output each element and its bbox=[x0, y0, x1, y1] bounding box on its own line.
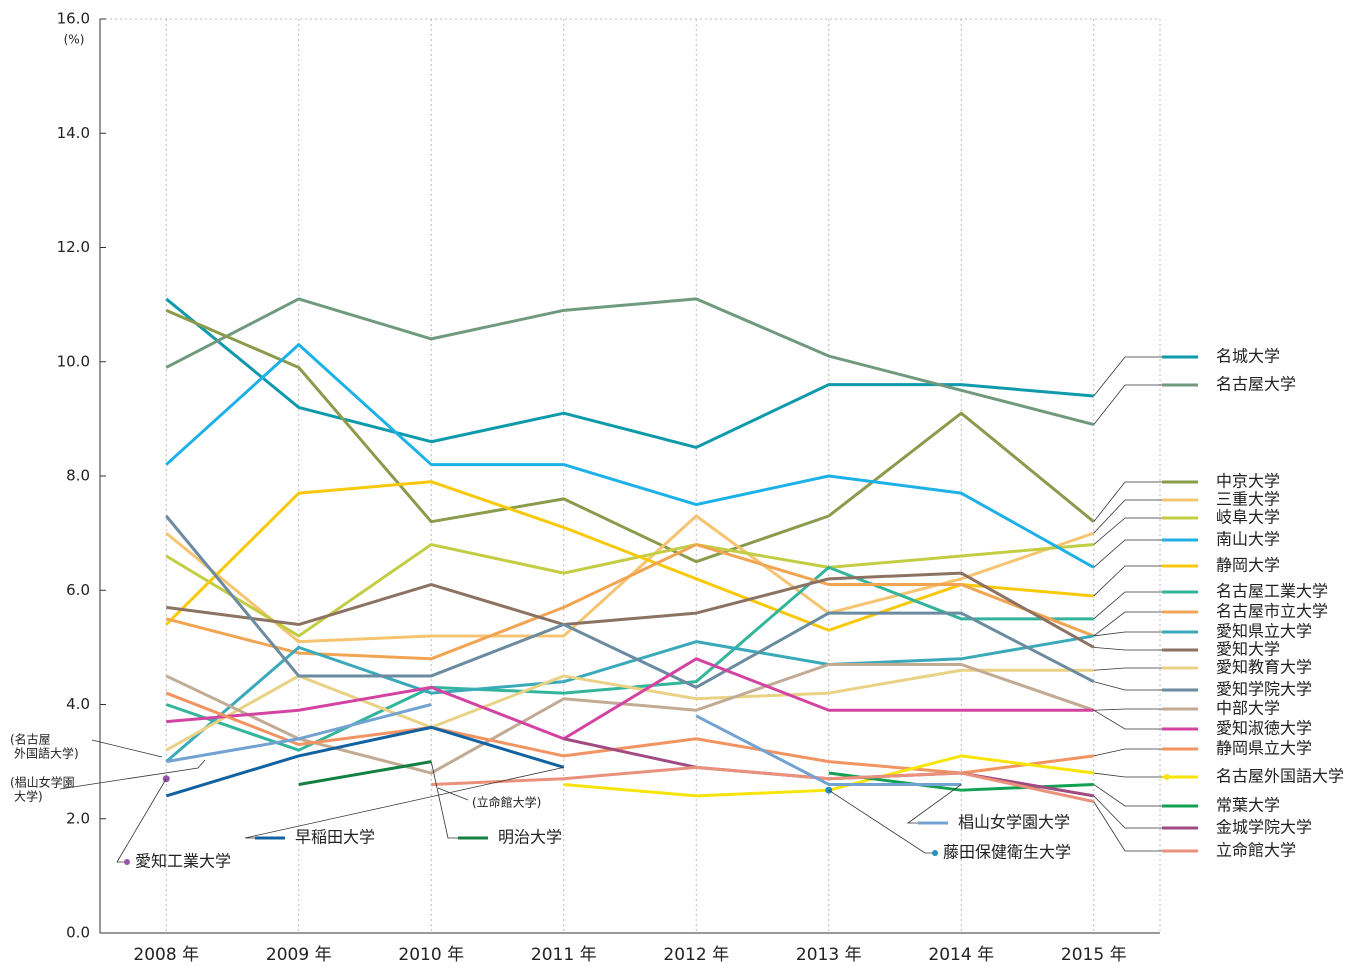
annotation: (名古屋 bbox=[10, 732, 51, 747]
y-tick-label: 2.0 bbox=[66, 809, 90, 827]
x-tick-label: 2015 年 bbox=[1061, 945, 1127, 965]
leader-line bbox=[1093, 784, 1162, 807]
legend-label: 愛知工業大学 bbox=[135, 852, 231, 871]
x-tick-label: 2009 年 bbox=[266, 945, 332, 965]
leader-line bbox=[244, 766, 564, 839]
leader-line bbox=[1093, 356, 1162, 397]
legend-label: 愛知学院大学 bbox=[1216, 680, 1312, 699]
leader-line bbox=[828, 789, 935, 854]
y-tick-label: 14.0 bbox=[57, 124, 90, 142]
leader-line bbox=[1093, 481, 1162, 522]
leader-line bbox=[116, 778, 167, 863]
legend-label: 中部大学 bbox=[1216, 699, 1280, 718]
leader-line bbox=[1093, 517, 1162, 545]
leader-line bbox=[1093, 708, 1162, 711]
series-line bbox=[165, 725, 565, 798]
series-line bbox=[431, 765, 1095, 804]
x-tick-label: 2013 年 bbox=[796, 945, 862, 965]
series-line bbox=[165, 663, 1095, 775]
legend-label: 名古屋工業大学 bbox=[1216, 582, 1328, 601]
legend-label: 名城大学 bbox=[1216, 347, 1280, 366]
leader-line bbox=[59, 759, 206, 790]
leader-line bbox=[1093, 795, 1162, 829]
y-tick-label: 0.0 bbox=[66, 924, 90, 942]
series-line bbox=[298, 760, 432, 786]
legend-label: 南山大学 bbox=[1216, 530, 1280, 549]
legend-label: 立命館大学 bbox=[1216, 841, 1296, 860]
leader-line bbox=[1093, 681, 1162, 691]
legend-label: 藤田保健衛生大学 bbox=[943, 843, 1071, 862]
legend-label: 中京大学 bbox=[1216, 472, 1280, 491]
leader-line bbox=[1093, 611, 1162, 637]
leader-line bbox=[1093, 591, 1162, 620]
leader-line bbox=[1093, 499, 1162, 534]
y-tick-label: 6.0 bbox=[66, 581, 90, 599]
legend-label: 早稲田大学 bbox=[295, 828, 375, 847]
y-tick-label: 16.0 bbox=[57, 10, 90, 28]
annotation: (椙山女学園 bbox=[10, 775, 75, 790]
leader-line bbox=[1093, 631, 1162, 637]
x-tick-label: 2010 年 bbox=[398, 945, 464, 965]
leader-line bbox=[1093, 539, 1162, 568]
series-line bbox=[828, 771, 1094, 792]
y-tick-label: 12.0 bbox=[57, 238, 90, 256]
y-tick-label: 8.0 bbox=[66, 467, 90, 485]
series-line bbox=[165, 668, 1094, 752]
series-line bbox=[166, 657, 1094, 741]
leader-line bbox=[1093, 709, 1162, 730]
x-tick-label: 2011 年 bbox=[531, 945, 597, 965]
legend-label: 三重大学 bbox=[1216, 490, 1280, 509]
leader-line bbox=[1093, 772, 1162, 778]
series-line bbox=[166, 571, 1095, 649]
leader-line bbox=[1093, 801, 1162, 852]
leader-line bbox=[1093, 667, 1162, 671]
x-tick-label: 2014 年 bbox=[928, 945, 994, 965]
legend-label: 常葉大学 bbox=[1216, 796, 1280, 815]
series-line bbox=[165, 634, 1095, 763]
series-line bbox=[165, 343, 1095, 569]
series-line bbox=[165, 543, 1094, 638]
leader-line bbox=[91, 739, 163, 758]
leader-line bbox=[430, 761, 458, 839]
leader-line bbox=[906, 784, 962, 824]
legend-label: 岐阜大学 bbox=[1216, 508, 1280, 527]
y-tick-label: 4.0 bbox=[66, 695, 90, 713]
legend-label: 名古屋外国語大学 bbox=[1216, 767, 1344, 786]
series-line bbox=[165, 480, 1094, 632]
series-line bbox=[165, 297, 1095, 427]
series-line bbox=[165, 703, 962, 786]
series-line bbox=[165, 691, 1094, 775]
leader-line bbox=[1093, 748, 1162, 757]
legend-label: 愛知大学 bbox=[1216, 640, 1280, 659]
leader-line bbox=[1093, 565, 1162, 597]
legend-label: 椙山女学園大学 bbox=[958, 813, 1070, 832]
legend-label: 名古屋大学 bbox=[1216, 375, 1296, 394]
legend-label: 愛知教育大学 bbox=[1216, 658, 1312, 677]
legend-label: 金城学院大学 bbox=[1216, 818, 1312, 837]
legend-label: 愛知淑徳大学 bbox=[1216, 719, 1312, 738]
annotation: 外国語大学) bbox=[14, 746, 79, 761]
leader-line bbox=[1093, 646, 1162, 651]
series-line bbox=[165, 515, 1095, 689]
series-line bbox=[165, 308, 1095, 564]
legend-dot bbox=[932, 850, 938, 856]
annotation: 大学) bbox=[14, 789, 43, 804]
legend-label: 名古屋市立大学 bbox=[1216, 602, 1328, 621]
y-unit: (%) bbox=[64, 33, 85, 47]
legend-label: 静岡大学 bbox=[1216, 556, 1280, 575]
leader-line bbox=[1093, 384, 1162, 425]
x-tick-label: 2008 年 bbox=[133, 945, 199, 965]
legend-label: 愛知県立大学 bbox=[1216, 622, 1312, 641]
legend-label: 静岡県立大学 bbox=[1216, 739, 1312, 758]
legend-dot bbox=[124, 859, 130, 865]
legend-label: 明治大学 bbox=[498, 828, 562, 847]
y-tick-label: 10.0 bbox=[57, 352, 90, 370]
leader-line bbox=[437, 787, 469, 801]
annotation: (立命館大学) bbox=[472, 795, 541, 810]
x-tick-label: 2012 年 bbox=[663, 945, 729, 965]
